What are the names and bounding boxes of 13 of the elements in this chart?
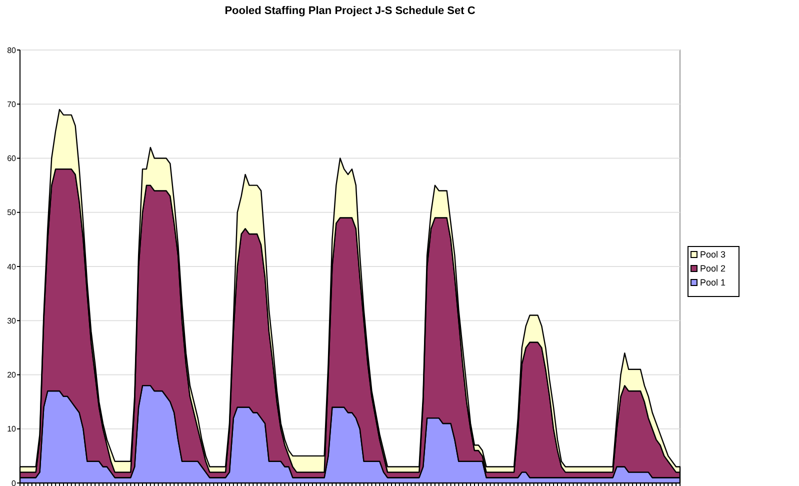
y-tick-label: 0 — [12, 478, 17, 486]
y-tick-label: 40 — [7, 262, 17, 272]
legend-label: Pool 3 — [700, 250, 726, 260]
y-tick-label: 70 — [7, 100, 17, 109]
y-tick-label: 30 — [7, 316, 17, 326]
y-tick-label: 60 — [7, 154, 17, 164]
legend-label: Pool 2 — [700, 264, 726, 274]
y-tick-label: 20 — [7, 370, 17, 380]
y-tick-label: 10 — [7, 424, 17, 434]
legend-label: Pool 1 — [700, 278, 726, 288]
y-tick-label: 50 — [7, 208, 17, 218]
y-tick-label: 80 — [7, 46, 17, 55]
chart-title: Pooled Staffing Plan Project J-S Schedule Set C — [224, 5, 476, 17]
